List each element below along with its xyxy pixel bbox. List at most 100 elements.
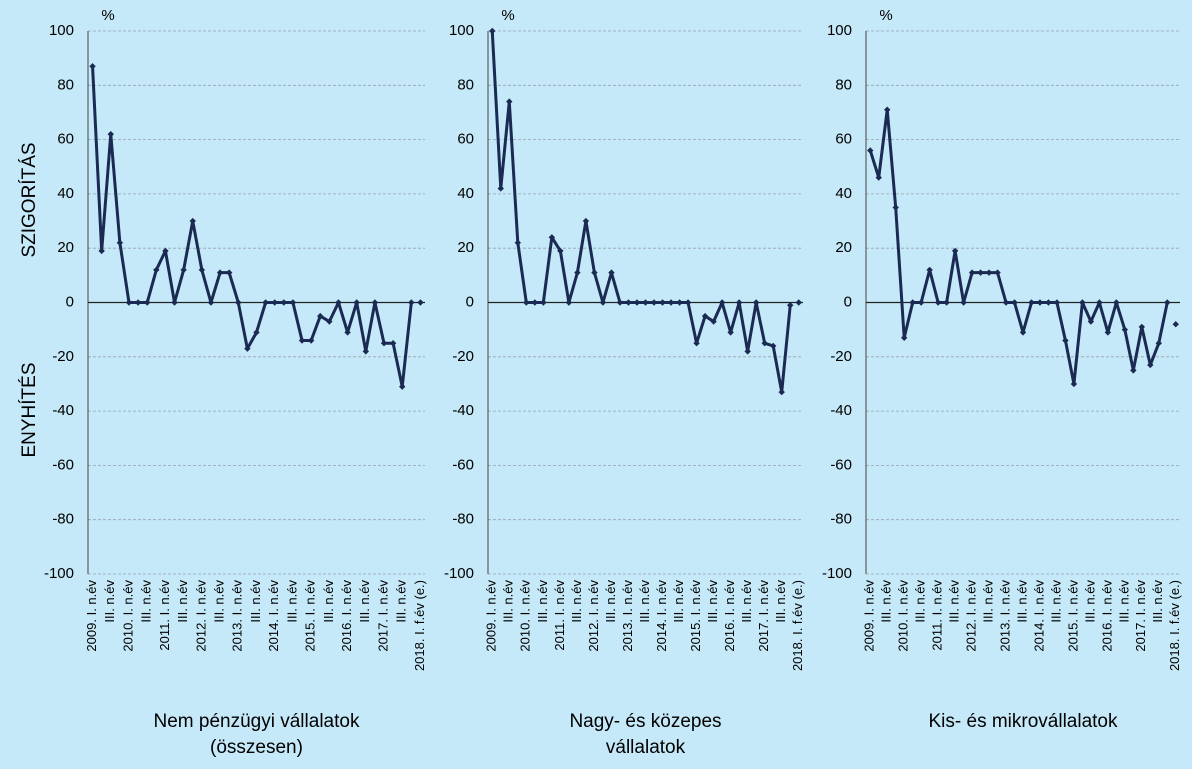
point-marker xyxy=(326,318,333,325)
point-marker xyxy=(1019,329,1027,336)
point-marker xyxy=(684,299,692,306)
point-marker xyxy=(994,269,1001,276)
point-marker xyxy=(727,329,734,336)
point-marker xyxy=(235,299,242,306)
point-marker xyxy=(317,312,324,320)
y-tick-label: -100 xyxy=(822,565,852,582)
x-tick-label: III. n.év xyxy=(739,580,754,623)
x-tick-label: III. n.év xyxy=(139,580,154,623)
point-marker xyxy=(489,27,496,35)
point-marker xyxy=(289,299,297,306)
y-tick-label: 0 xyxy=(466,293,474,310)
point-marker xyxy=(298,337,306,344)
y-tick-label: 20 xyxy=(457,239,474,256)
panel-title: Nagy- és közepes xyxy=(569,711,721,732)
point-marker xyxy=(389,340,397,347)
x-tick-label: 2011. I. n.év xyxy=(157,580,172,651)
point-marker xyxy=(892,204,899,211)
x-tick-label: 2010. I. n.év xyxy=(120,580,135,652)
y-tick-label: 20 xyxy=(57,239,74,256)
y-tick-label: 40 xyxy=(57,185,74,202)
point-marker xyxy=(271,299,278,306)
x-tick-label: 2015. I. n.év xyxy=(1065,580,1080,652)
x-tick-label: III. n.év xyxy=(501,580,516,623)
x-tick-label: III. n.év xyxy=(1116,580,1131,623)
point-marker xyxy=(134,299,142,306)
point-marker xyxy=(144,299,151,306)
point-marker xyxy=(417,299,424,306)
x-tick-label: III. n.év xyxy=(705,580,720,623)
point-marker xyxy=(752,299,760,306)
point-marker xyxy=(787,302,794,309)
point-marker xyxy=(608,269,615,276)
point-marker xyxy=(225,269,233,276)
x-tick-label: III. n.év xyxy=(535,580,550,623)
point-marker xyxy=(253,329,260,336)
point-marker xyxy=(189,217,196,225)
x-tick-label: 2017. I. n.év xyxy=(756,580,771,652)
point-marker xyxy=(557,247,564,255)
point-marker xyxy=(335,299,342,306)
point-marker xyxy=(307,337,315,344)
x-tick-label: III. n.év xyxy=(102,580,117,623)
y-tick-label: -80 xyxy=(830,511,852,528)
point-marker xyxy=(89,63,96,70)
point-marker xyxy=(1062,337,1069,344)
x-tick-label: 2013. I. n.év xyxy=(230,580,245,652)
point-marker xyxy=(960,299,967,306)
point-marker xyxy=(917,299,925,306)
x-tick-label: 2009. I. n.év xyxy=(484,580,499,652)
y-tick-label: -60 xyxy=(830,456,852,473)
y-tick-label: -80 xyxy=(452,511,474,528)
x-tick-label: 2014. I. n.év xyxy=(1031,580,1046,652)
x-tick-label: III. n.év xyxy=(1014,580,1029,623)
point-marker xyxy=(153,266,160,274)
point-marker xyxy=(207,299,215,306)
x-tick-label: III. n.év xyxy=(1048,580,1063,623)
point-marker xyxy=(943,299,950,306)
point-marker xyxy=(985,269,993,276)
unit-label: % xyxy=(879,7,892,24)
x-tick-label: III. n.év xyxy=(913,580,928,623)
y-tick-label: 60 xyxy=(457,131,474,148)
point-marker xyxy=(676,299,683,306)
point-marker xyxy=(362,348,369,355)
point-marker xyxy=(718,299,726,306)
point-marker xyxy=(514,239,521,246)
point-marker xyxy=(875,174,882,181)
x-tick-label: 2018. I. f.év (e.) xyxy=(1167,580,1182,671)
point-marker xyxy=(180,266,187,274)
point-marker xyxy=(1045,299,1052,306)
y-tick-label: -20 xyxy=(452,348,474,365)
point-marker xyxy=(1121,326,1129,333)
point-marker xyxy=(216,269,224,276)
point-marker xyxy=(1036,299,1044,306)
point-marker xyxy=(667,299,675,306)
point-marker xyxy=(198,266,206,274)
point-marker xyxy=(951,247,959,255)
y-tick-label: -20 xyxy=(52,348,74,365)
point-marker xyxy=(353,299,360,306)
x-tick-label: 2018. I. f.év (e.) xyxy=(412,580,427,671)
y-tick-label: -80 xyxy=(52,511,74,528)
y-tick-label: 80 xyxy=(57,76,74,93)
panel-title: vállalatok xyxy=(606,737,686,758)
point-marker xyxy=(1096,299,1103,306)
unit-label: % xyxy=(501,7,514,24)
point-marker xyxy=(693,340,700,347)
point-marker xyxy=(1155,340,1162,347)
y-tick-label: 100 xyxy=(49,22,74,39)
point-marker xyxy=(565,299,573,306)
y-tick-label: 40 xyxy=(835,185,852,202)
x-tick-label: 2018. I. f.év (e.) xyxy=(790,580,805,671)
x-tick-label: III. n.év xyxy=(357,580,372,623)
x-tick-label: 2016. I. n.év xyxy=(1099,580,1114,652)
point-marker xyxy=(977,269,984,276)
y-tick-label: -40 xyxy=(830,402,852,419)
point-marker xyxy=(761,340,768,347)
point-marker xyxy=(1113,299,1120,306)
point-marker xyxy=(262,299,269,306)
x-tick-label: 2016. I. n.év xyxy=(339,580,354,652)
point-marker xyxy=(926,266,933,274)
